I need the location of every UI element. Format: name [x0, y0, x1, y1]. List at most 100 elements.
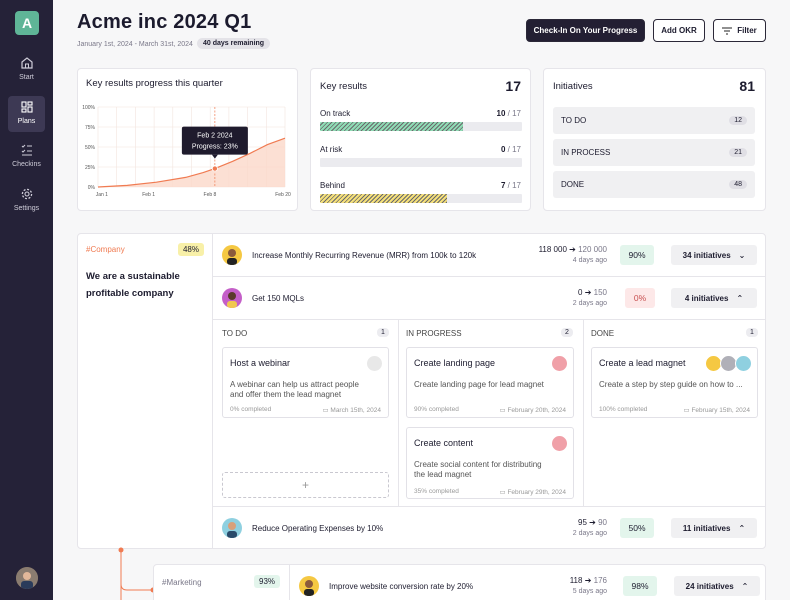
- initiative-description: Create a step by step guide on how to ..…: [599, 380, 743, 389]
- filter-button[interactable]: Filter: [713, 19, 766, 42]
- key-result-title: Increase Monthly Recurring Revenue (MRR)…: [252, 251, 477, 260]
- chevron-down-icon: ⌄: [738, 250, 746, 260]
- user-avatar[interactable]: [16, 567, 38, 589]
- column-header-in-progress: IN PROGRESS: [406, 329, 462, 338]
- avatar: [735, 355, 752, 372]
- calendar-icon: ▭: [499, 489, 506, 496]
- home-icon: [20, 57, 33, 69]
- initiative-description: Create landing page for lead magnet: [414, 380, 544, 389]
- sidebar-item-settings[interactable]: Settings: [0, 187, 53, 223]
- count-badge: 48: [729, 180, 747, 189]
- chevron-up-icon: ⌃: [736, 293, 744, 303]
- key-result-title: Improve website conversion rate by 20%: [329, 582, 474, 591]
- initiative-title: Create a lead magnet: [599, 358, 686, 368]
- initiative-card[interactable]: Create a lead magnet Create a step by st…: [591, 347, 758, 418]
- kr-status-bar-fill: [320, 122, 464, 131]
- marketing-objective-card[interactable]: #Marketing 93% Improve website conversio…: [153, 564, 766, 600]
- initiatives-card: Initiatives 81 TO DO 12 IN PROCESS 21 DONE…: [543, 68, 766, 211]
- marketing-tag: #Marketing: [162, 578, 202, 587]
- initiatives-toggle[interactable]: 11 initiatives ⌃: [671, 518, 757, 538]
- tooltip-box: [181, 126, 248, 155]
- initiative-status-todo[interactable]: TO DO 12: [553, 107, 755, 134]
- initiative-due-date: ▭ February 15th, 2024: [683, 407, 750, 414]
- initiative-status-done[interactable]: DONE 48: [553, 171, 755, 198]
- y-tick-label: 75%: [85, 125, 96, 131]
- key-results-title: Key results: [320, 81, 367, 92]
- checklist-icon: [21, 144, 32, 156]
- key-result-row[interactable]: Reduce Operating Expenses by 10% 95 ➔ 90…: [213, 507, 765, 549]
- add-initiative-button[interactable]: +: [222, 472, 389, 498]
- sidebar: A Start Plans Checkins Settings: [0, 0, 53, 600]
- count-badge: 12: [729, 116, 747, 125]
- objective-title[interactable]: We are a sustainable profitable company: [86, 271, 180, 299]
- key-result-metric: 118 000 ➔ 120 000 4 days ago: [538, 245, 607, 264]
- key-result-progress: 0%: [625, 288, 655, 308]
- initiative-title: Create landing page: [414, 358, 496, 368]
- sidebar-item-checkins[interactable]: Checkins: [0, 143, 53, 179]
- gear-icon: [21, 188, 32, 200]
- initiative-due-date: ▭ March 15th, 2024: [322, 407, 381, 414]
- key-result-metric: 95 ➔ 90 2 days ago: [572, 518, 607, 537]
- sidebar-item-label: Plans: [17, 118, 36, 125]
- column-count: 2: [561, 328, 573, 337]
- sidebar-item-label: Settings: [13, 205, 40, 212]
- key-result-row[interactable]: Get 150 MQLs 0 ➔ 150 2 days ago 0% 4 init…: [213, 277, 765, 320]
- initiative-completion: 0% completed: [230, 406, 272, 413]
- initiative-due-date: ▭ February 29th, 2024: [499, 489, 566, 496]
- initiative-completion: 35% completed: [414, 488, 459, 495]
- avatar: [222, 288, 242, 308]
- kr-status-label: On track: [320, 109, 351, 118]
- key-result-row[interactable]: Increase Monthly Recurring Revenue (MRR)…: [213, 234, 765, 277]
- kr-status-label: Behind: [320, 181, 345, 190]
- initiative-card[interactable]: Create landing page Create landing page …: [406, 347, 574, 418]
- x-tick-label: Feb 8: [204, 192, 217, 198]
- chevron-up-icon: ⌃: [738, 523, 746, 533]
- progress-chart[interactable]: 100% 75% 50% 25% 0%Jan 1 Feb 1 Feb 8 Feb 20 Feb …: [78, 97, 299, 207]
- sidebar-item-plans[interactable]: Plans: [0, 96, 53, 136]
- checkin-button[interactable]: Check-In On Your Progress: [526, 19, 645, 42]
- tooltip-progress: Progress: 23%: [192, 144, 238, 151]
- initiative-card[interactable]: Create content Create social content for…: [406, 427, 574, 499]
- calendar-icon: ▭: [499, 407, 506, 414]
- add-okr-button[interactable]: Add OKR: [653, 19, 705, 42]
- initiative-card[interactable]: Host a webinar A webinar can help us att…: [222, 347, 389, 418]
- main-content: Acme inc 2024 Q1 January 1st, 2024 - Mar…: [53, 0, 790, 600]
- key-result-title: Reduce Operating Expenses by 10%: [252, 524, 384, 533]
- initiatives-toggle[interactable]: 4 initiatives ⌃: [671, 288, 757, 308]
- key-result-progress: 90%: [620, 245, 654, 265]
- progress-chart-card: Key results progress this quarter 100% 75…: [77, 68, 298, 211]
- initiatives-title: Initiatives: [553, 81, 593, 92]
- initiative-description: Create social content for distributing th…: [414, 460, 542, 479]
- page-title: Acme inc 2024 Q1: [77, 11, 252, 33]
- kr-status-label: At risk: [320, 145, 343, 154]
- initiatives-total: 81: [739, 78, 755, 94]
- avatar: [222, 245, 242, 265]
- initiative-completion: 100% completed: [599, 406, 648, 413]
- y-tick-label: 0%: [88, 185, 96, 191]
- avatar: [551, 435, 568, 452]
- y-tick-label: 100%: [82, 105, 95, 111]
- sidebar-item-start[interactable]: Start: [0, 56, 53, 92]
- y-tick-label: 50%: [85, 145, 96, 151]
- avatar: [222, 518, 242, 538]
- sidebar-item-label: Start: [19, 74, 34, 81]
- initiative-status-in-process[interactable]: IN PROCESS 21: [553, 139, 755, 166]
- count-badge: 21: [729, 148, 747, 157]
- initiative-title: Create content: [414, 438, 474, 448]
- kr-status-value: 0 / 17: [500, 145, 521, 154]
- x-tick-label: Jan 1: [96, 192, 108, 198]
- company-tag: #Company: [86, 245, 125, 254]
- key-result-progress: 50%: [620, 518, 654, 538]
- app-logo[interactable]: A: [15, 11, 39, 35]
- avatar: [551, 355, 568, 372]
- tooltip-date: Feb 2 2024: [197, 133, 233, 140]
- grid-icon: [20, 101, 33, 113]
- kr-status-value: 10 / 17: [496, 109, 521, 118]
- initiative-description: A webinar can help us attract people and …: [230, 380, 359, 399]
- key-results-card: Key results 17 On track 10 / 17 At risk …: [310, 68, 531, 211]
- key-result-metric: 0 ➔ 150 2 days ago: [572, 288, 607, 307]
- initiatives-toggle[interactable]: 34 initiatives ⌄: [671, 245, 757, 265]
- key-results-total: 17: [505, 78, 521, 94]
- objective-progress-badge: 48%: [177, 243, 204, 256]
- initiatives-toggle[interactable]: 24 initiatives ⌃: [674, 576, 760, 596]
